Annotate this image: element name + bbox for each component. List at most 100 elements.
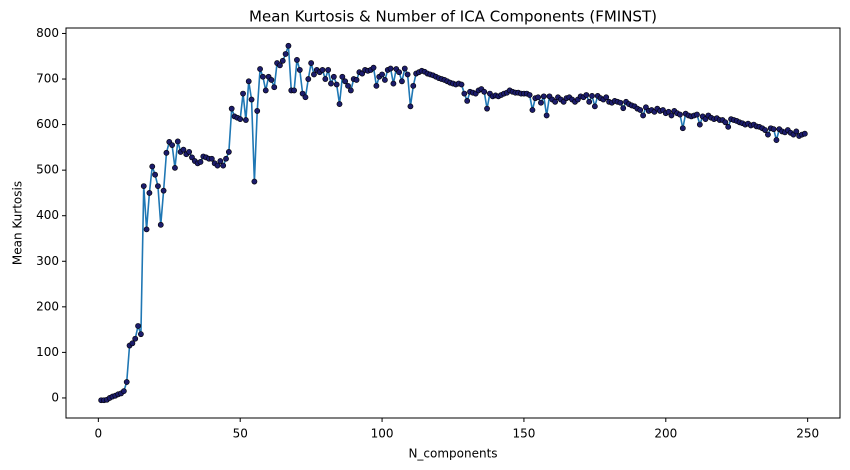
point <box>132 335 139 342</box>
point <box>217 158 224 164</box>
point <box>339 73 346 80</box>
y-tick-label: 700 <box>36 72 59 86</box>
point <box>208 155 215 162</box>
point <box>325 67 332 73</box>
y-tick-label: 100 <box>36 345 59 359</box>
point <box>302 94 309 101</box>
point <box>308 60 315 66</box>
point <box>279 57 286 64</box>
point <box>677 111 683 118</box>
point <box>186 149 193 155</box>
point <box>370 64 377 71</box>
point <box>696 121 703 128</box>
x-tick-label: 50 <box>233 427 248 441</box>
point <box>123 379 130 385</box>
point <box>401 65 408 72</box>
point <box>617 99 624 106</box>
point <box>379 71 385 78</box>
point <box>410 82 417 89</box>
point <box>543 112 550 119</box>
point <box>722 119 729 126</box>
point <box>180 146 187 153</box>
point <box>319 67 326 73</box>
point <box>694 111 700 118</box>
point <box>129 340 136 347</box>
point <box>526 92 533 98</box>
point <box>620 105 627 112</box>
y-tick-label: 600 <box>36 117 59 131</box>
x-axis-label: N_components <box>408 447 497 461</box>
point <box>603 94 610 101</box>
point <box>330 73 337 80</box>
plot-frame <box>65 27 841 419</box>
point <box>155 183 161 189</box>
point <box>220 162 227 169</box>
point <box>143 226 150 233</box>
point <box>282 51 289 57</box>
point <box>538 99 544 106</box>
x-tick-label: 200 <box>654 427 677 441</box>
point <box>336 101 343 107</box>
point <box>640 112 646 119</box>
point <box>251 178 258 185</box>
point <box>311 71 317 78</box>
x-tick-label: 0 <box>95 427 103 441</box>
point <box>228 105 235 112</box>
point <box>801 130 808 137</box>
point <box>172 164 178 171</box>
point <box>407 103 414 110</box>
point <box>583 92 590 98</box>
point <box>347 87 354 94</box>
point <box>484 105 490 112</box>
point <box>120 388 127 395</box>
point <box>225 149 232 155</box>
point <box>248 96 255 103</box>
point <box>174 138 181 145</box>
point <box>240 90 246 97</box>
point <box>157 221 164 228</box>
point <box>679 125 686 132</box>
point <box>305 76 312 82</box>
point <box>140 183 147 189</box>
point <box>529 107 536 113</box>
point <box>262 87 269 94</box>
y-tick-label: 800 <box>36 26 59 40</box>
point <box>382 77 388 83</box>
point <box>668 112 675 119</box>
point <box>396 69 402 76</box>
point <box>765 131 771 138</box>
point <box>637 107 644 113</box>
point <box>291 87 298 94</box>
point <box>481 88 488 95</box>
point <box>135 323 141 329</box>
point <box>589 92 595 99</box>
point <box>387 65 394 72</box>
y-tick-label: 0 <box>51 390 59 404</box>
point <box>770 126 777 133</box>
x-tick-label: 150 <box>512 427 535 441</box>
point <box>793 128 800 135</box>
point <box>152 171 158 178</box>
point <box>342 78 349 85</box>
point <box>353 77 360 83</box>
point <box>260 73 266 80</box>
y-tick-label: 400 <box>36 208 59 222</box>
point <box>322 76 329 82</box>
point <box>149 163 156 170</box>
y-tick-label: 500 <box>36 163 59 177</box>
point <box>169 142 176 148</box>
point <box>591 103 598 110</box>
point <box>245 78 252 85</box>
point <box>762 127 768 133</box>
point <box>328 80 334 87</box>
x-tick-label: 250 <box>796 427 819 441</box>
point <box>257 66 263 72</box>
point <box>160 187 167 194</box>
point <box>461 90 468 97</box>
point <box>271 84 278 91</box>
point <box>586 98 593 105</box>
point <box>163 149 170 156</box>
